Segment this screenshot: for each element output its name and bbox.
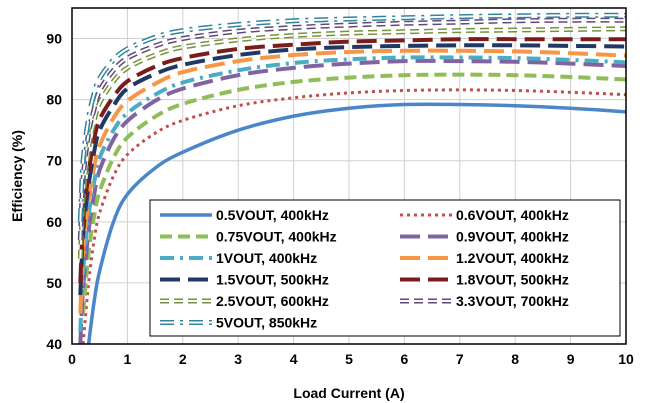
x-tick-label: 4: [290, 351, 298, 367]
series-line: [78, 43, 626, 296]
series-line-path-inner: [79, 19, 626, 241]
series-line: [78, 48, 626, 314]
x-tick-label: 1: [124, 351, 132, 367]
legend-item: 0.5VOUT, 400kHz: [160, 207, 329, 223]
x-tick-label: 0: [68, 351, 76, 367]
x-axis-ticks: 0 1 2 3 4 5 6 7 8 9 10: [68, 351, 634, 367]
legend-item: 1.5VOUT, 500kHz: [160, 272, 329, 288]
y-axis-ticks: 40 50 60 70 80 90: [46, 31, 62, 352]
series-line-path-inner: [79, 14, 626, 222]
legend-label: 5VOUT, 850kHz: [216, 315, 317, 331]
series-line: [78, 58, 626, 344]
series-line-path: [78, 37, 626, 283]
series-line: [78, 37, 626, 283]
y-tick-label: 40: [46, 336, 62, 352]
series-line-path: [78, 58, 626, 344]
legend-item: 0.9VOUT, 400kHz: [400, 229, 569, 245]
series-line-path: [78, 55, 626, 332]
legend-item: 1VOUT, 400kHz: [160, 250, 317, 266]
legend-label: 0.5VOUT, 400kHz: [216, 207, 329, 223]
y-tick-label: 50: [46, 275, 62, 291]
legend-label: 1.8VOUT, 500kHz: [456, 272, 569, 288]
x-tick-label: 10: [618, 351, 634, 367]
legend-label: 2.5VOUT, 600kHz: [216, 293, 329, 309]
legend-item: 5VOUT, 850kHz: [160, 315, 317, 331]
series-line-path: [78, 43, 626, 296]
legend-item: 0.75VOUT, 400kHz: [160, 229, 337, 245]
legend-label: 3.3VOUT, 700kHz: [456, 293, 569, 309]
series-line-path: [78, 48, 626, 314]
legend-item: 1.8VOUT, 500kHz: [400, 272, 569, 288]
series-line-path-inner: [79, 27, 626, 259]
legend-label: 0.75VOUT, 400kHz: [216, 229, 337, 245]
x-tick-label: 2: [179, 351, 187, 367]
x-tick-label: 3: [234, 351, 242, 367]
y-tick-label: 90: [46, 31, 62, 47]
x-tick-label: 5: [345, 351, 353, 367]
legend-box: [149, 199, 621, 337]
y-axis-label: Efficiency (%): [9, 130, 25, 222]
legend-item: 1.2VOUT, 400kHz: [400, 250, 569, 266]
legend-item: 3.3VOUT, 700kHz: [400, 293, 569, 309]
series-line: [81, 72, 626, 314]
legend-label: 1.5VOUT, 500kHz: [216, 272, 329, 288]
legend-item: 2.5VOUT, 600kHz: [160, 293, 329, 309]
x-tick-label: 6: [401, 351, 409, 367]
x-tick-label: 7: [456, 351, 464, 367]
y-tick-label: 60: [46, 214, 62, 230]
legend-label: 0.6VOUT, 400kHz: [456, 207, 569, 223]
series-line: [78, 55, 626, 332]
x-tick-label: 8: [511, 351, 519, 367]
y-tick-label: 80: [46, 92, 62, 108]
series-line: [77, 12, 626, 222]
series-layer: [77, 12, 626, 344]
legend-label: 1VOUT, 400kHz: [216, 250, 317, 266]
legend-item: 0.6VOUT, 400kHz: [400, 207, 569, 223]
legend: 0.5VOUT, 400kHz 0.6VOUT, 400kHz 0.75VOUT, …: [149, 199, 621, 337]
legend-label: 0.9VOUT, 400kHz: [456, 229, 569, 245]
series-line: [77, 17, 626, 241]
legend-label: 1.2VOUT, 400kHz: [456, 250, 569, 266]
series-line-path: [86, 102, 626, 344]
series-line: [86, 102, 626, 344]
x-tick-label: 9: [567, 351, 575, 367]
series-line: [77, 26, 626, 259]
plot-frame: [71, 7, 627, 345]
y-tick-label: 70: [46, 153, 62, 169]
series-line-path: [81, 72, 626, 314]
x-axis-label: Load Current (A): [293, 385, 404, 401]
